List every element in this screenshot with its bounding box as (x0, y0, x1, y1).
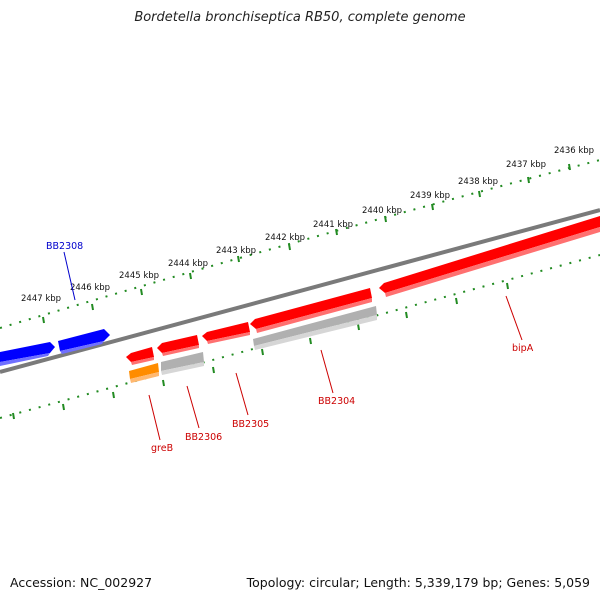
gene-BB2305[interactable] (202, 322, 250, 344)
gene-BB2304[interactable] (250, 288, 372, 333)
scale-label: 2446 kbp (70, 283, 110, 293)
scale-label: 2439 kbp (410, 191, 450, 201)
scale-label: 2438 kbp (458, 177, 498, 187)
genome-backbone (0, 208, 600, 374)
genome-stats-text: Topology: circular; Length: 5,339,179 bp… (246, 575, 590, 590)
gene-bipA[interactable] (379, 216, 600, 297)
leader-line-BB2305 (235, 372, 249, 416)
scale-label: 2440 kbp (362, 206, 402, 216)
gene-blue-1[interactable] (0, 342, 55, 366)
scale-label: 2447 kbp (21, 294, 61, 304)
gene-greB-upper[interactable] (126, 347, 154, 365)
leader-line-greB (148, 394, 161, 441)
gene-label-BB2306: BB2306 (185, 432, 222, 443)
gene-label-bipA: bipA (512, 343, 534, 354)
leader-line-BB2308 (63, 251, 76, 301)
gene-BB2308[interactable] (58, 329, 110, 354)
inner-major-ticks (12, 282, 509, 420)
gene-greB-lower[interactable] (129, 363, 159, 383)
leader-line-BB2304 (320, 349, 334, 394)
leader-line-bipA (505, 295, 523, 341)
map-title: Bordetella bronchiseptica RB50, complete… (134, 10, 466, 25)
gene-label-greB: greB (151, 443, 173, 454)
gene-label-BB2304: BB2304 (318, 396, 355, 407)
accession-text: Accession: NC_002927 (10, 575, 153, 590)
scale-label: 2436 kbp (554, 146, 594, 156)
scale-label: 2445 kbp (119, 271, 159, 281)
leader-line-BB2306 (186, 385, 200, 429)
gene-BB2306-lower[interactable] (161, 352, 204, 375)
scale-label: 2443 kbp (216, 246, 256, 256)
gene-BB2306-upper[interactable] (157, 335, 199, 356)
outer-major-ticks (42, 163, 571, 324)
gene-label-BB2308: BB2308 (46, 241, 83, 252)
scale-label: 2442 kbp (265, 233, 305, 243)
gene-BB2304-lower[interactable] (253, 306, 377, 350)
scale-label: 2437 kbp (506, 160, 546, 170)
scale-label: 2441 kbp (313, 220, 353, 230)
scale-label: 2444 kbp (168, 259, 208, 269)
gene-label-BB2305: BB2305 (232, 419, 269, 430)
